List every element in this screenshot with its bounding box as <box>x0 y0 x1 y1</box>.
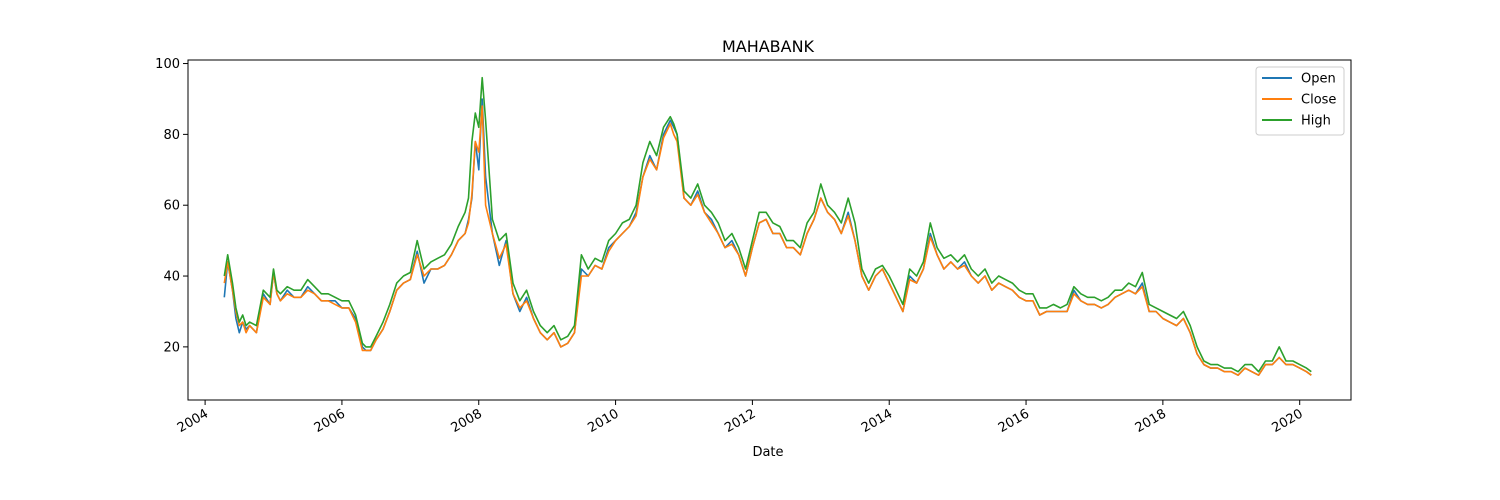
y-tick-label: 80 <box>163 128 180 143</box>
x-tick-label: 2008 <box>449 406 485 436</box>
y-tick-label: 20 <box>163 340 180 355</box>
x-tick-label: 2020 <box>1270 406 1306 436</box>
x-tick-label: 2018 <box>1133 406 1169 436</box>
legend: Open Close High <box>1255 66 1345 136</box>
x-axis: 2004 2006 2008 2010 2012 2014 2016 2018 2020 <box>175 400 1306 436</box>
plot-frame <box>187 59 1352 401</box>
legend-label-high: High <box>1301 114 1331 129</box>
legend-label-open: Open <box>1301 72 1336 87</box>
x-tick-label: 2014 <box>859 406 895 436</box>
x-tick-label: 2010 <box>585 406 621 436</box>
legend-label-close: Close <box>1301 93 1336 108</box>
y-tick-label: 100 <box>155 57 180 72</box>
y-tick-label: 60 <box>163 199 180 214</box>
x-tick-label: 2004 <box>175 406 211 436</box>
y-tick-label: 40 <box>163 270 180 285</box>
legend-items: Open Close High <box>1262 72 1336 129</box>
series-line-close <box>223 105 1312 377</box>
x-tick-label: 2012 <box>722 406 758 436</box>
plot-lines <box>223 76 1312 377</box>
chart-title: MAHABANK <box>722 37 815 56</box>
x-tick-label: 2016 <box>996 406 1032 436</box>
legend-box <box>1255 66 1345 136</box>
series-line-high <box>223 76 1312 373</box>
y-axis: 20 40 60 80 100 <box>155 57 188 355</box>
x-axis-label: Date <box>752 445 783 460</box>
x-tick-label: 2006 <box>312 406 348 436</box>
series-line-open <box>223 98 1312 377</box>
